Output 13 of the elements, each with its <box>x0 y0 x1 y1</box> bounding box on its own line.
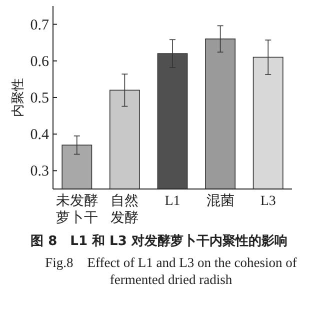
y-axis-title: 内聚性 <box>10 78 25 117</box>
x-tick-label: L3 <box>260 194 276 209</box>
y-tick-label: 0.4 <box>30 127 50 144</box>
x-tick-label: 混菌 <box>206 193 234 209</box>
y-tick-label: 0.6 <box>30 54 50 70</box>
x-tick-label: 未发酵萝卜干 <box>56 193 98 226</box>
y-tick-label: 0.3 <box>30 164 49 180</box>
text: 图 8 L1 和 L3 对发酵萝卜干内聚性的影响 <box>30 233 288 250</box>
text: Fig.8 Effect of L1 and L3 on the cohesion of fermented dried radish <box>44 254 298 288</box>
x-tick-label: L1 <box>164 194 180 209</box>
y-tick-label: 0.7 <box>30 17 50 34</box>
y-tick-label: 0.5 <box>30 90 49 106</box>
x-tick-label: 自然发酵 <box>110 193 139 226</box>
